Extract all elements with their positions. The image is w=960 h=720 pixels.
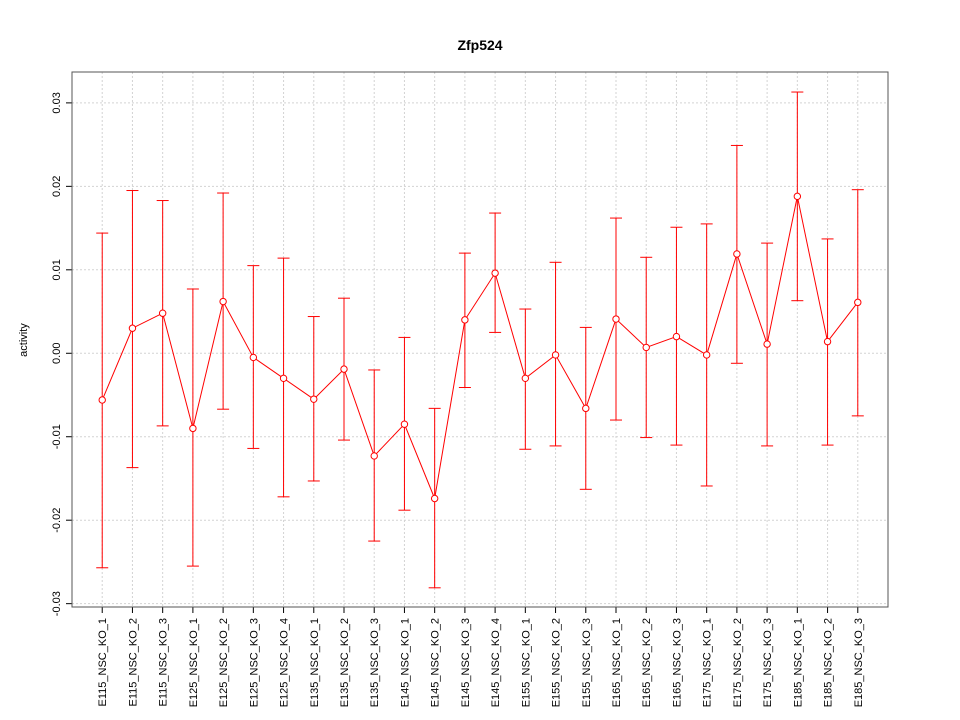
x-tick-label: E135_NSC_KO_2 (339, 618, 351, 707)
x-tick-label: E155_NSC_KO_1 (520, 618, 532, 707)
data-point (672, 332, 681, 341)
data-point (128, 324, 137, 332)
data-point (279, 374, 288, 383)
x-tick-label: E175_NSC_KO_2 (732, 618, 744, 707)
x-tick-label: E125_NSC_KO_1 (188, 618, 200, 707)
y-tick-label: 0.02 (51, 176, 63, 197)
x-tick-label: E175_NSC_KO_1 (702, 618, 714, 707)
data-point (521, 374, 530, 383)
data-point (854, 298, 862, 307)
x-tick-label: E155_NSC_KO_3 (581, 618, 593, 707)
series (96, 91, 864, 589)
x-tick-label: E125_NSC_KO_3 (248, 618, 260, 707)
data-point (823, 337, 832, 346)
data-point (733, 250, 741, 258)
x-tick-label: E115_NSC_KO_1 (97, 618, 109, 706)
x-tick-label: E145_NSC_KO_3 (460, 618, 472, 707)
data-point (370, 452, 378, 460)
x-tick-label: E135_NSC_KO_1 (309, 618, 321, 707)
data-point (158, 309, 167, 317)
series-line (101, 196, 859, 501)
data-point (551, 351, 560, 359)
x-tick-label: E125_NSC_KO_2 (218, 618, 230, 707)
y-tick-label: 0.03 (51, 92, 63, 113)
y-tick-label: 0.01 (51, 259, 63, 280)
data-point (582, 404, 590, 413)
y-tick-label: 0.00 (51, 343, 63, 364)
x-tick-label: E175_NSC_KO_3 (762, 618, 774, 707)
data-point (219, 297, 227, 306)
data-point (612, 315, 620, 323)
x-tick-label: E165_NSC_KO_2 (641, 618, 653, 707)
data-point (249, 353, 258, 362)
x-tick-label: E185_NSC_KO_3 (853, 618, 865, 707)
x-tick-label: E135_NSC_KO_3 (369, 618, 381, 707)
data-point (763, 340, 771, 348)
x-tick-label: E165_NSC_KO_3 (671, 618, 683, 707)
x-tick-label: E125_NSC_KO_4 (279, 618, 291, 707)
x-tick-label: E145_NSC_KO_1 (399, 618, 411, 707)
y-axis-label: activity (18, 323, 30, 357)
y-tick-label: -0.02 (51, 508, 63, 533)
x-tick-label: E155_NSC_KO_2 (551, 618, 563, 707)
data-point (310, 395, 318, 403)
data-point (642, 343, 650, 352)
data-point (461, 316, 469, 324)
data-point (340, 365, 348, 373)
y-tick-label: -0.01 (51, 424, 63, 449)
x-tick-label: E115_NSC_KO_2 (127, 618, 139, 706)
x-tick-label: E145_NSC_KO_4 (490, 618, 502, 707)
x-tick-label: E145_NSC_KO_2 (430, 618, 442, 707)
data-point (491, 269, 499, 277)
x-tick-label: E115_NSC_KO_3 (158, 618, 170, 706)
x-tick-label: E185_NSC_KO_2 (823, 618, 835, 707)
grid (72, 72, 888, 607)
data-point (793, 192, 802, 201)
x-axis: E115_NSC_KO_1 E115_NSC_KO_2 E115_NSC_KO_3 E… (97, 607, 865, 707)
plot-frame (71, 71, 889, 608)
y-axis: -0.03 -0.02 -0.01 0.00 0.01 0.02 0.03 (51, 92, 72, 616)
data-point (430, 494, 439, 503)
chart-title: Zfp524 (457, 37, 502, 53)
data-point (98, 396, 106, 404)
data-point (400, 420, 409, 428)
data-point (702, 351, 711, 359)
x-tick-label: E165_NSC_KO_1 (611, 618, 623, 707)
x-tick-label: E185_NSC_KO_1 (792, 618, 804, 707)
data-point (189, 424, 197, 433)
y-tick-label: -0.03 (51, 591, 63, 616)
